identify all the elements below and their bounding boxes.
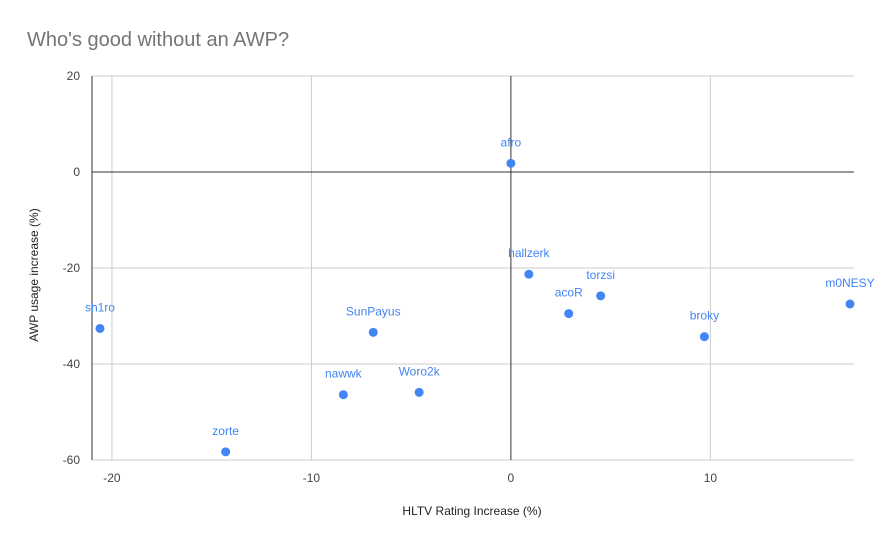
data-point-label: zorte	[212, 424, 239, 438]
data-point	[95, 323, 105, 333]
chart-title: Who's good without an AWP?	[27, 29, 289, 51]
data-point-label: acoR	[555, 286, 583, 300]
data-point	[845, 299, 855, 309]
x-tick-label: 0	[508, 471, 515, 485]
y-tick-label: 0	[73, 165, 80, 179]
y-axis-title: AWP usage increase (%)	[27, 208, 41, 341]
y-tick-label: -40	[63, 357, 81, 371]
y-tick-label: 20	[67, 69, 81, 83]
data-point-label: nawwk	[325, 367, 363, 381]
x-tick-label: -20	[103, 471, 121, 485]
data-point-label: Woro2k	[399, 364, 441, 378]
data-point-label: hallzerk	[508, 246, 550, 260]
data-point	[699, 332, 709, 342]
tick-labels: -60 -40 -20 0 20 -20 -10 0 10	[63, 69, 718, 485]
x-axis-title: HLTV Rating Increase (%)	[402, 504, 541, 518]
data-point	[564, 309, 574, 319]
data-point-label: SunPayus	[346, 304, 401, 318]
data-point-label: broky	[690, 309, 719, 323]
zero-axes	[91, 76, 854, 460]
gridlines	[92, 75, 854, 461]
data-point	[596, 291, 606, 301]
data-point	[524, 269, 534, 279]
y-tick-label: -60	[63, 453, 81, 467]
x-tick-label: 10	[704, 471, 718, 485]
data-point	[221, 447, 231, 457]
data-point-label: afro	[501, 135, 522, 149]
data-point	[414, 387, 424, 397]
x-tick-label: -10	[303, 471, 321, 485]
data-point	[368, 327, 378, 337]
data-point-label: sh1ro	[85, 300, 115, 314]
data-point-label: m0NESY	[825, 276, 874, 290]
y-tick-label: -20	[63, 261, 81, 275]
data-point	[506, 158, 516, 168]
data-point	[338, 390, 348, 400]
data-point-label: torzsi	[586, 268, 615, 282]
